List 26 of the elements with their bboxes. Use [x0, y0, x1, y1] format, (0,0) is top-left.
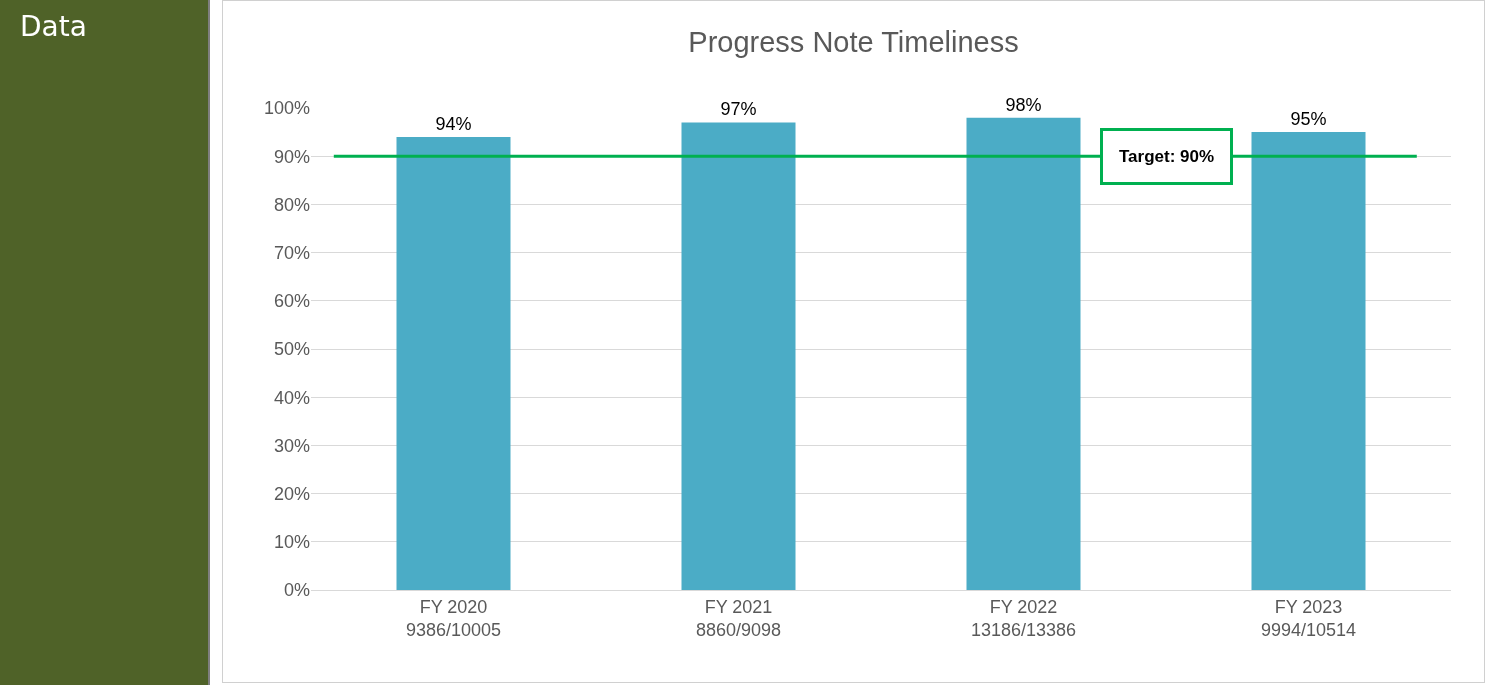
bar [396, 136, 511, 590]
y-tick-label: 70% [273, 242, 310, 263]
x-tick-label: FY 2023 9994/10514 [1260, 596, 1357, 640]
bar [1251, 132, 1366, 590]
y-tick-label: 50% [273, 339, 310, 360]
text: Data [20, 10, 87, 43]
ref-line-label: Target: 90% [1119, 147, 1215, 166]
bar [681, 122, 796, 590]
data-label: 98% [1005, 94, 1042, 115]
y-tick-label: 60% [273, 291, 310, 312]
y-tick-label: 0% [283, 580, 310, 601]
chart-title: Progress Note Timeliness [688, 25, 1019, 58]
bar [966, 117, 1081, 590]
y-tick-label: 100% [263, 98, 310, 119]
y-tick-label: 20% [273, 483, 310, 504]
data-label: 94% [435, 113, 472, 134]
y-tick-label: 10% [273, 532, 310, 553]
x-tick-label: FY 2021 8860/9098 [695, 596, 782, 640]
x-tick-label: FY 2022 13186/13386 [970, 596, 1077, 640]
y-tick-label: 90% [273, 146, 310, 167]
data-label: 95% [1290, 109, 1327, 130]
y-tick-label: 40% [273, 387, 310, 408]
y-tick-label: 80% [273, 194, 310, 215]
data-label: 97% [720, 99, 757, 120]
y-tick-label: 30% [273, 435, 310, 456]
x-tick-label: FY 2020 9386/10005 [405, 596, 502, 640]
